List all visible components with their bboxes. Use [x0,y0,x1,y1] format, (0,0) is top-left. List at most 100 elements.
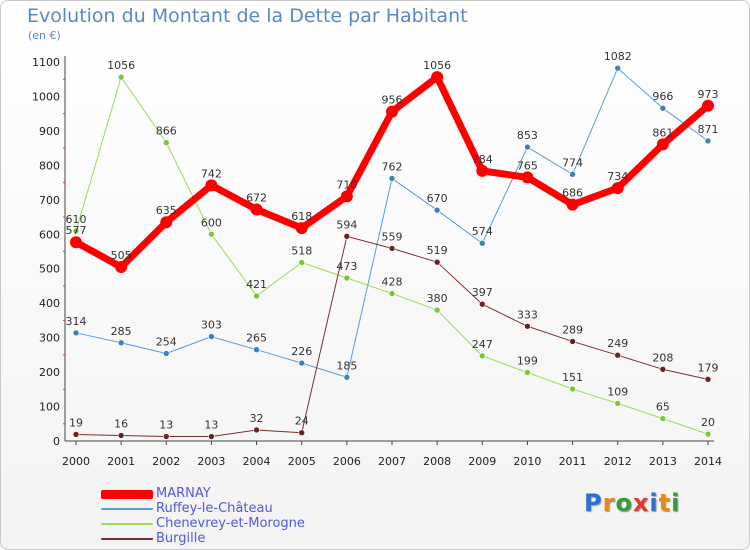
y-tick-label: 400 [39,297,60,310]
data-label: 1082 [604,50,632,63]
logo-letter: P [584,489,603,517]
data-point [250,203,263,216]
data-label: 765 [517,159,538,172]
data-point [569,338,576,345]
y-tick-label: 500 [39,263,60,276]
x-tick-label: 2008 [423,455,451,468]
logo-letter: r [602,489,616,517]
y-tick-label: 200 [39,366,60,379]
data-point [253,346,260,353]
data-point [478,300,486,308]
data-point [208,433,215,440]
data-label: 973 [698,88,719,101]
data-point [343,233,351,240]
data-label: 249 [607,337,628,350]
data-point [659,366,667,373]
data-label: 333 [517,308,538,321]
data-point [614,400,622,407]
data-label: 289 [562,323,583,336]
data-point [388,175,396,182]
data-point [569,171,576,178]
x-tick-label: 2005 [288,455,316,468]
data-point [340,190,353,203]
data-label: 32 [250,412,264,425]
x-tick-label: 2013 [649,455,677,468]
data-label: 871 [698,123,719,136]
chart-subtitle: (en €) [28,29,61,42]
data-label: 594 [336,218,357,231]
data-point [72,329,80,337]
proxiti-logo: Proxiti [584,489,680,517]
data-point [298,359,306,367]
x-tick-label: 2014 [694,455,722,468]
data-point [524,369,531,376]
data-label: 670 [427,192,448,205]
data-point [566,198,579,211]
y-tick-label: 300 [39,332,60,345]
data-label: 1056 [423,59,451,72]
logo-letter: o [615,489,633,517]
data-point [208,230,215,238]
data-label: 20 [701,416,715,429]
data-label: 473 [336,260,357,273]
data-label: 518 [291,245,312,258]
x-tick-label: 2000 [62,455,90,468]
legend-label: Burgille [156,531,206,546]
data-label: 505 [111,249,132,262]
data-label: 956 [382,94,403,107]
x-tick-label: 2002 [152,455,180,468]
data-point [388,290,396,297]
logo-letter: x [632,489,650,517]
legend-swatch [101,508,153,510]
data-label: 559 [382,230,403,243]
data-label: 226 [291,345,312,358]
y-tick-label: 0 [53,435,60,448]
data-point [298,429,306,437]
data-label: 861 [652,126,673,139]
data-label: 24 [295,415,309,428]
data-label: 199 [517,354,538,367]
data-point [656,138,669,151]
data-point [611,182,624,195]
x-tick-label: 2009 [468,455,496,468]
data-point [704,376,712,383]
x-tick-label: 2003 [197,455,225,468]
data-point [704,137,712,145]
data-label: 784 [472,153,493,166]
x-tick-label: 2001 [107,455,135,468]
x-tick-label: 2004 [243,455,271,468]
data-label: 303 [201,319,222,332]
data-label: 13 [204,419,218,432]
data-point [343,274,351,282]
data-point [702,99,714,112]
data-label: 618 [291,210,312,223]
data-point [659,104,667,112]
data-point [433,206,441,214]
data-point [433,306,441,314]
data-point [431,71,444,84]
chart-title: Evolution du Montant de la Dette par Hab… [27,5,468,27]
data-label: 65 [656,401,670,414]
data-label: 762 [382,160,403,173]
data-label: 247 [472,338,493,351]
y-tick-label: 100 [39,401,60,414]
logo-letter: i [649,489,659,517]
data-point [478,239,486,247]
y-tick-label: 600 [39,228,60,241]
x-tick-label: 2011 [559,455,587,468]
data-label: 421 [246,278,267,291]
data-point [253,292,260,300]
legend-swatch [101,490,153,499]
data-point [524,143,531,151]
y-tick-label: 800 [39,159,60,172]
data-point [160,216,173,229]
data-label: 254 [156,335,177,348]
data-label: 265 [246,332,267,345]
data-label: 314 [66,315,87,328]
data-label: 151 [562,371,583,384]
data-label: 285 [111,325,132,338]
data-point [117,73,125,81]
data-label: 428 [382,276,403,289]
